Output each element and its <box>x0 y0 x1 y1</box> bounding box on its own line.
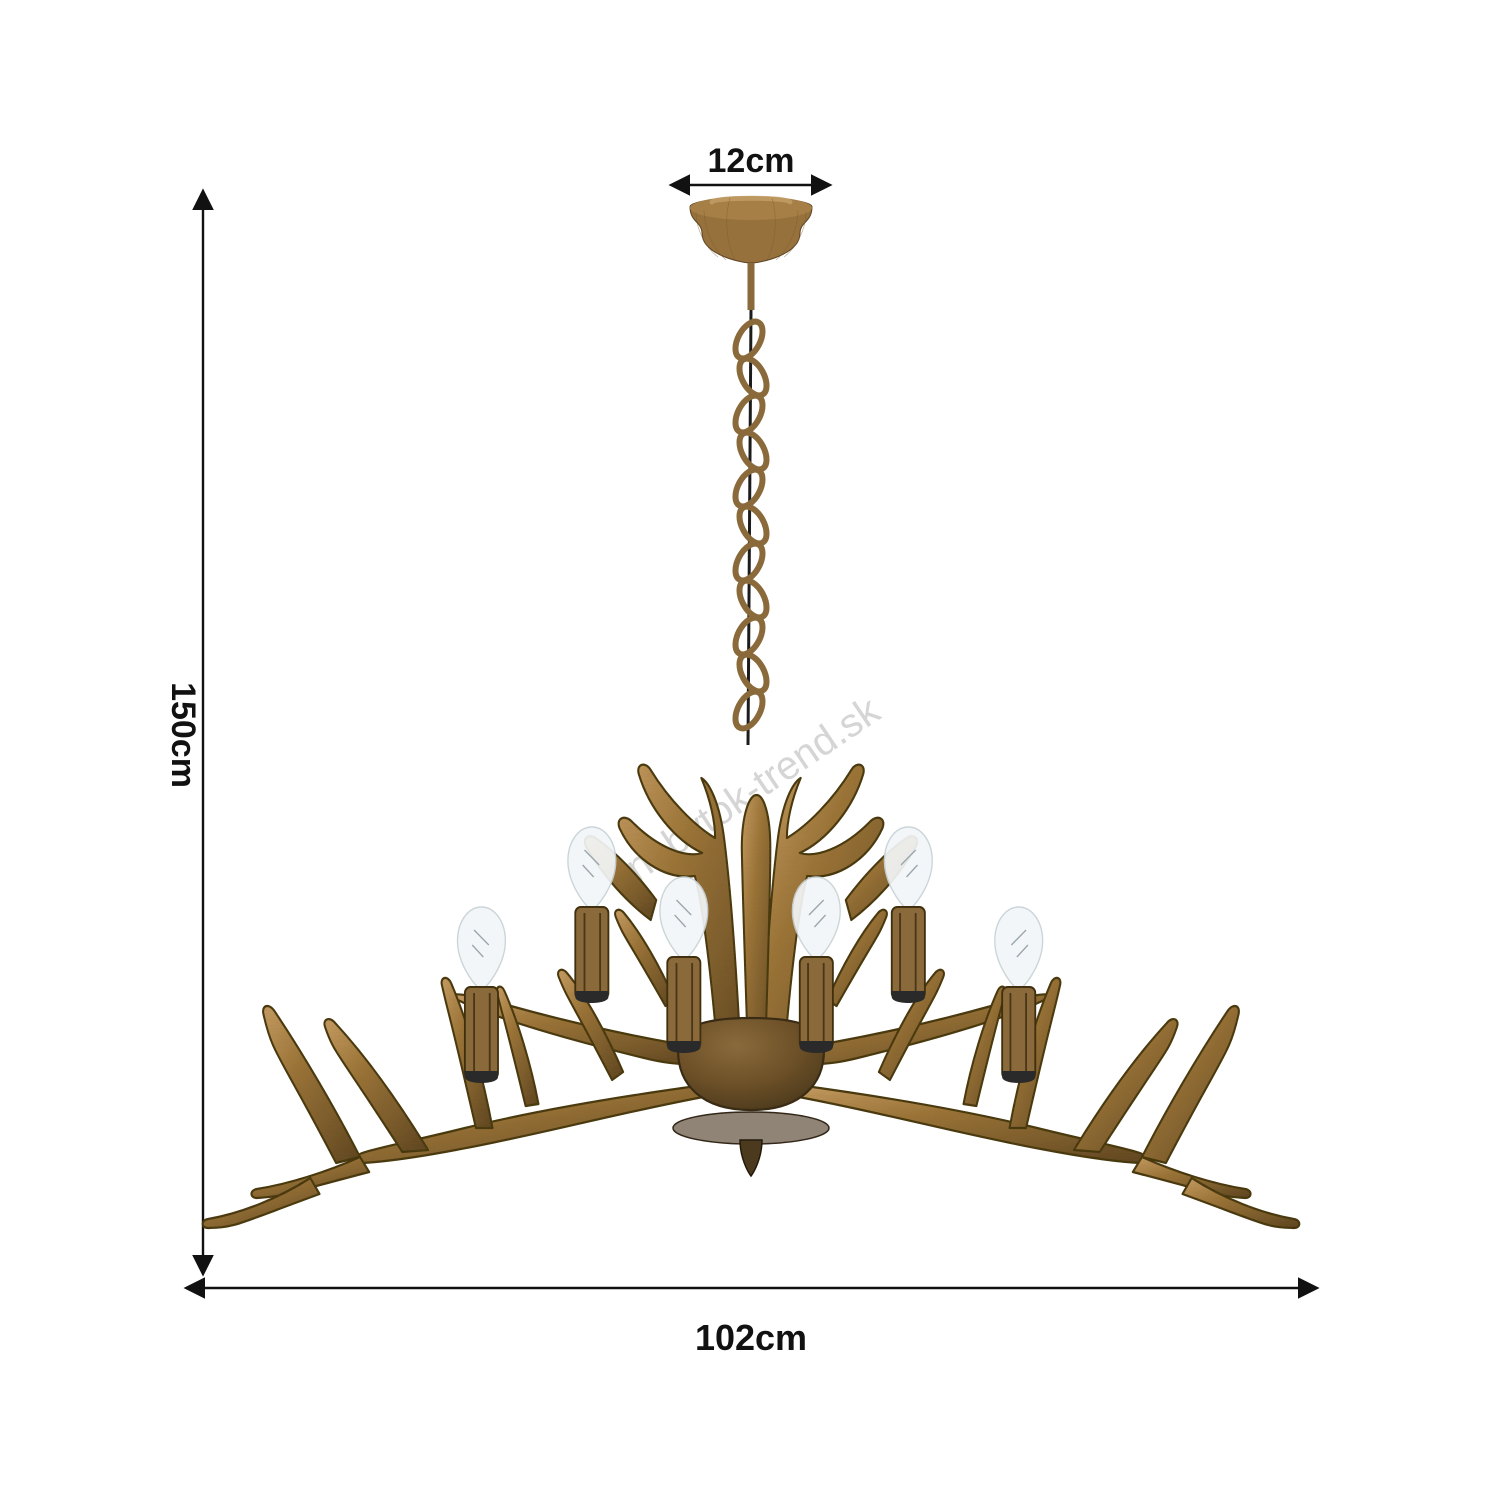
svg-text:12cm: 12cm <box>708 142 795 180</box>
svg-text:150cm: 150cm <box>164 682 202 788</box>
svg-text:102cm: 102cm <box>695 1317 807 1358</box>
